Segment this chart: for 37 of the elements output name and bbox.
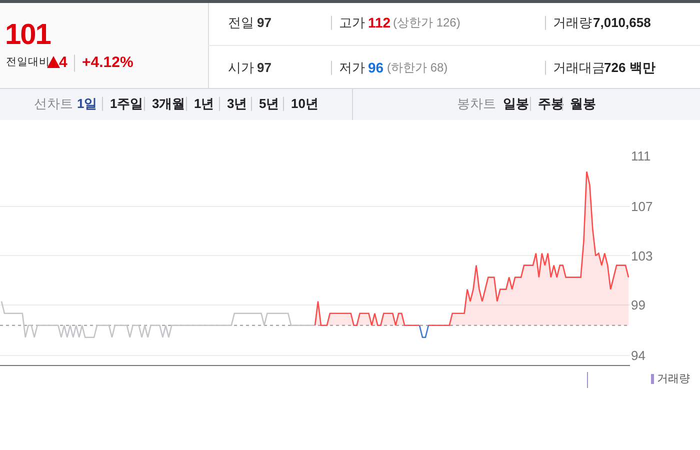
text: 5년 <box>251 96 280 112</box>
text: 봉차트 <box>457 96 496 112</box>
text: 112 <box>368 14 391 31</box>
text: 1주일 <box>102 96 144 112</box>
text: 97 <box>257 60 272 76</box>
y-tick-label: 99 <box>631 297 646 312</box>
y-tick-label: 107 <box>631 199 653 214</box>
text: 3년 <box>219 96 248 112</box>
text: 1년 <box>186 96 214 112</box>
text: 일봉 <box>503 96 529 112</box>
text: 7,010,658 <box>593 14 651 30</box>
text: 선차트 <box>34 96 73 112</box>
text: (하한가 68) <box>387 60 448 75</box>
text: 726 백만 <box>604 60 656 76</box>
y-tick-label: 103 <box>631 248 653 264</box>
text: 97 <box>257 14 272 30</box>
text: 전일 <box>228 14 254 30</box>
line-series <box>0 300 316 338</box>
text: 3개월 <box>144 96 186 112</box>
text: 거래량 <box>657 372 690 386</box>
text: 10년 <box>283 96 318 112</box>
text: 1일 <box>77 96 98 112</box>
text: 거래대금 <box>545 60 605 76</box>
text: 월봉 <box>570 96 596 111</box>
text: 전일대비 <box>6 56 50 69</box>
text: 101 <box>5 19 50 52</box>
text: 시가 <box>228 60 254 76</box>
text: 96 <box>368 59 384 76</box>
text: 거래량 <box>545 14 592 30</box>
text: 4 <box>59 54 68 72</box>
y-tick-label: 111 <box>631 148 651 164</box>
text: 주봉 <box>530 96 564 112</box>
text: +4.12% <box>74 54 134 72</box>
text: 고가 <box>331 14 365 30</box>
text: (상한가 126) <box>393 15 460 30</box>
text: 저가 <box>331 60 365 76</box>
y-tick-label: 94 <box>631 348 646 363</box>
